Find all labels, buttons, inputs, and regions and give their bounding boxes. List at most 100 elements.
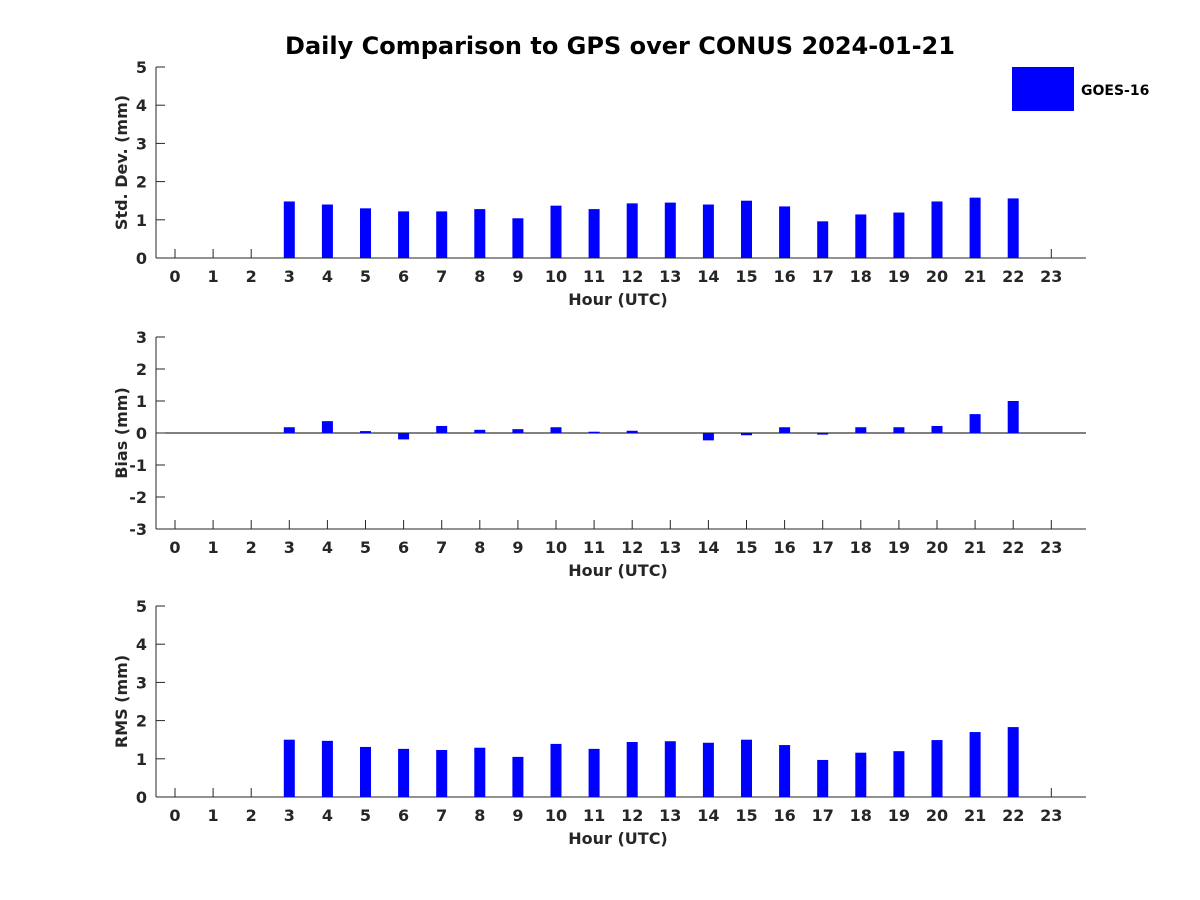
std-dev-x-tick-label: 5 [360, 267, 371, 286]
rms-bar-hour-19 [893, 751, 905, 797]
rms-bar-hour-10 [550, 743, 562, 797]
bias-x-tick-label: 15 [735, 538, 757, 557]
std-dev-bar-hour-19 [893, 212, 905, 258]
bias-x-tick-label: 16 [773, 538, 795, 557]
std-dev-bar-hour-7 [436, 211, 448, 258]
std-dev-x-tick-label: 2 [246, 267, 257, 286]
rms-x-tick-label: 6 [398, 806, 409, 825]
bias-bar-hour-11 [588, 431, 600, 433]
rms-bar-hour-22 [1007, 727, 1019, 797]
bias-x-tick-label: 13 [659, 538, 681, 557]
rms-x-tick-label: 2 [246, 806, 257, 825]
std-dev-bar-hour-17 [817, 221, 829, 258]
rms-x-tick-label: 16 [773, 806, 795, 825]
std-dev-x-tick-label: 20 [926, 267, 948, 286]
std-dev-y-tick-label: 1 [136, 211, 147, 230]
std-dev-bar-hour-12 [626, 203, 638, 258]
rms-x-tick-label: 12 [621, 806, 643, 825]
rms-x-tick-label: 3 [284, 806, 295, 825]
bias-bar-hour-21 [969, 414, 981, 433]
rms-bar-hour-12 [626, 741, 638, 797]
bias-x-tick-label: 7 [436, 538, 447, 557]
bias-bar-hour-10 [550, 427, 562, 433]
bias-bar-hour-15 [741, 433, 752, 436]
std-dev-x-tick-label: 12 [621, 267, 643, 286]
rms-bar-hour-18 [855, 752, 867, 797]
rms-y-tick-label: 3 [136, 673, 147, 692]
std-dev-bar-hour-11 [588, 209, 600, 258]
bias-bar-hour-19 [893, 427, 905, 433]
std-dev-x-tick-label: 17 [812, 267, 834, 286]
rms-bar-hour-8 [474, 747, 486, 797]
rms-bar-hour-16 [779, 745, 791, 797]
std-dev-bar-hour-10 [550, 205, 562, 258]
legend: GOES-16 [1012, 67, 1149, 111]
rms-y-axis-label: RMS (mm) [112, 655, 131, 748]
bias-y-tick-label: 3 [136, 328, 147, 347]
std-dev-x-tick-label: 7 [436, 267, 447, 286]
std-dev-x-tick-label: 6 [398, 267, 409, 286]
std-dev-y-axis-label: Std. Dev. (mm) [112, 95, 131, 230]
std-dev-x-tick-label: 21 [964, 267, 986, 286]
std-dev-bar-hour-21 [969, 197, 981, 258]
bias-y-tick-label: -1 [129, 456, 147, 475]
rms-x-tick-label: 15 [735, 806, 757, 825]
bias-y-tick-label: -2 [129, 488, 147, 507]
rms-y-tick-label: 4 [136, 635, 147, 654]
bias-bar-hour-20 [931, 425, 943, 433]
bias-x-tick-label: 23 [1040, 538, 1062, 557]
bias-x-tick-label: 20 [926, 538, 948, 557]
std-dev-x-tick-label: 3 [284, 267, 295, 286]
bias-x-tick-label: 17 [812, 538, 834, 557]
std-dev-x-tick-label: 9 [512, 267, 523, 286]
rms-x-tick-label: 20 [926, 806, 948, 825]
bias-bar-hour-18 [855, 427, 867, 433]
rms-bar-hour-9 [512, 756, 524, 797]
rms-x-tick-label: 17 [812, 806, 834, 825]
std-dev-x-tick-label: 18 [850, 267, 872, 286]
rms-x-tick-label: 4 [322, 806, 333, 825]
rms-x-tick-label: 18 [850, 806, 872, 825]
std-dev-x-tick-label: 11 [583, 267, 605, 286]
std-dev-x-tick-label: 0 [169, 267, 180, 286]
std-dev-x-tick-label: 16 [773, 267, 795, 286]
bias-bar-hour-22 [1007, 401, 1019, 433]
std-dev-x-tick-label: 22 [1002, 267, 1024, 286]
std-dev-x-tick-label: 10 [545, 267, 567, 286]
std-dev-bar-hour-16 [779, 206, 791, 258]
rms-x-tick-label: 22 [1002, 806, 1024, 825]
std-dev-x-tick-label: 15 [735, 267, 757, 286]
rms-x-tick-label: 11 [583, 806, 605, 825]
rms-bar-hour-5 [360, 746, 371, 797]
bias-x-tick-label: 8 [474, 538, 485, 557]
std-dev-bar-hour-13 [664, 202, 676, 258]
bias-bar-hour-17 [817, 433, 829, 435]
bias-y-tick-label: -3 [129, 520, 147, 539]
chart-title: Daily Comparison to GPS over CONUS 2024-… [285, 32, 955, 60]
rms-bar-hour-11 [588, 748, 600, 797]
bias-x-tick-label: 19 [888, 538, 910, 557]
bias-bar-hour-4 [321, 421, 333, 433]
bias-x-tick-label: 10 [545, 538, 567, 557]
rms-x-axis-label: Hour (UTC) [568, 829, 668, 848]
std-dev-bar-hour-3 [283, 201, 295, 258]
std-dev-bar-hour-8 [474, 209, 486, 258]
bias-x-tick-label: 4 [322, 538, 333, 557]
std-dev-y-tick-label: 4 [136, 96, 147, 115]
std-dev-bar-hour-14 [702, 204, 714, 258]
std-dev-bar-hour-22 [1007, 198, 1019, 258]
rms-x-tick-label: 1 [208, 806, 219, 825]
std-dev-x-axis-label: Hour (UTC) [568, 290, 668, 309]
rms-bar-hour-17 [817, 759, 829, 797]
rms-x-tick-label: 13 [659, 806, 681, 825]
rms-x-tick-label: 0 [169, 806, 180, 825]
rms-y-tick-label: 2 [136, 712, 147, 731]
bias-x-tick-label: 3 [284, 538, 295, 557]
rms-x-tick-label: 23 [1040, 806, 1062, 825]
std-dev-bar-hour-18 [855, 214, 867, 258]
bias-y-tick-label: 1 [136, 392, 147, 411]
rms-x-tick-label: 7 [436, 806, 447, 825]
bias-bar-hour-12 [626, 430, 638, 433]
